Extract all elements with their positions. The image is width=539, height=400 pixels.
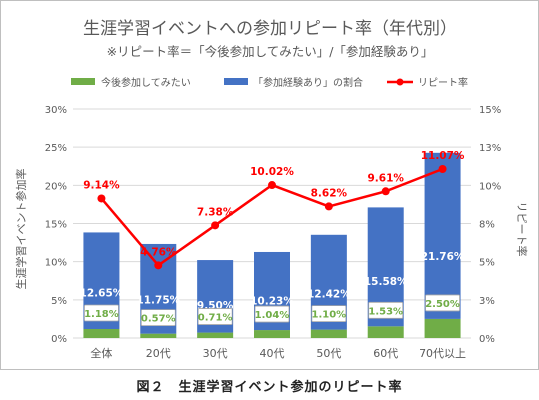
data-label-experience: 10.23% [250,295,294,307]
y2-axis-label: リピート率 [515,202,529,257]
y2-tick-label: 15% [479,105,501,116]
data-label-intent: 2.50% [425,299,460,310]
chart-title: 生涯学習イベントへの参加リピート率（年代別） [83,19,457,39]
x-tick-label: 30代 [203,347,228,360]
data-label-intent: 0.57% [141,314,176,325]
data-label-intent: 0.71% [198,313,233,324]
data-label-experience: 12.42% [307,289,351,301]
data-label-experience: 11.75% [136,295,180,307]
x-tick-label: 40代 [260,347,285,360]
data-label-intent: 1.04% [255,310,290,321]
repeat-rate-label: 4.76% [140,246,177,258]
y2-tick-label: 0% [479,334,495,345]
repeat-rate-label: 7.38% [197,206,234,218]
bar-intent [424,318,461,338]
y-tick-label: 30% [45,105,67,116]
legend-label-experience: 「参加経験あり」の割合 [253,76,363,89]
y2-tick-label: 10% [479,181,501,192]
bar-intent [310,329,347,338]
repeat-rate-point [268,181,276,190]
x-tick-label: 50代 [316,347,341,360]
bar-intent [140,333,177,338]
legend-marker-repeat [396,78,404,86]
chart: 生涯学習イベントへの参加リピート率（年代別） ※リピート率＝「今後参加してみたい… [14,19,529,360]
bar-intent [83,328,120,338]
data-label-box-intent [84,304,119,322]
y2-tick-label: 3% [479,296,495,307]
repeat-rate-label: 9.14% [83,179,120,191]
repeat-rate-label: 10.02% [250,166,294,178]
data-label-box-intent [254,305,290,323]
y-tick-label: 15% [45,220,67,231]
repeat-rate-point [97,194,106,203]
data-label-experience: 15.58% [364,276,408,288]
y-tick-label: 20% [45,181,67,192]
y-tick-label: 0% [51,334,67,345]
data-label-box-intent [197,308,233,325]
y2-tick-label: 13% [479,143,501,154]
repeat-rate-line: 9.14% 4.76% 7.38% 10.02% 8.62% 9.61% 11.07% [83,150,465,270]
repeat-rate-point [211,221,220,230]
y2-axis-ticks: 0% 3% 5% 8% 10% 13% 15% [479,105,501,345]
chart-subtitle: ※リピート率＝「今後参加してみたい」/「参加経験あり」 [107,44,434,59]
y-axis-label: 生涯学習イベント参加率 [14,169,28,290]
data-label-box-intent [368,301,404,319]
figure-caption: 図２ 生涯学習イベント参加のリピート率 [136,380,403,395]
y-tick-label: 5% [51,296,67,307]
x-axis-ticks: 全体 20代 30代 40代 50代 60代 70代以上 [90,346,466,360]
data-label-experience: 12.65% [80,287,124,299]
data-label-intent: 1.53% [368,306,403,317]
bars: 12.65%1.18%11.75%0.57%9.50%0.71%10.23%1.… [80,152,465,338]
y-tick-label: 25% [45,143,67,154]
x-tick-label: 60代 [373,347,398,360]
repeat-rate-label: 8.62% [311,187,348,199]
y-axis-ticks: 0% 5% 10% 15% 20% 25% 30% [45,105,67,345]
repeat-rate-point [438,164,447,173]
bar-intent [197,332,234,338]
data-label-experience: 21.76% [421,251,465,263]
chart-frame: 生涯学習イベントへの参加リピート率（年代別） ※リピート率＝「今後参加してみたい… [0,0,539,370]
x-tick-label: 70代以上 [419,347,466,360]
legend-swatch-experience [224,78,248,85]
y2-tick-label: 8% [479,220,495,231]
y2-tick-label: 5% [479,258,495,269]
legend-swatch-intent [71,78,95,85]
legend-label-repeat: リピート率 [418,76,468,89]
legend: 今後参加してみたい 「参加経験あり」の割合 リピート率 [71,76,468,89]
legend-label-intent: 今後参加してみたい [101,76,191,89]
repeat-rate-point [381,187,390,196]
data-label-intent: 1.18% [84,309,119,320]
repeat-rate-label: 9.61% [367,172,404,184]
data-label-intent: 1.10% [312,310,347,321]
x-tick-label: 全体 [90,346,112,360]
repeat-rate-label: 11.07% [421,150,465,162]
data-label-box-intent [140,309,176,327]
data-label-box-intent [311,305,347,323]
bar-experience [424,152,461,319]
bar-intent [254,330,290,338]
x-tick-label: 20代 [146,347,171,360]
data-label-box-intent [425,294,460,312]
y-tick-label: 10% [45,258,67,269]
bar-intent [367,326,404,338]
repeat-rate-point [324,202,333,211]
repeat-rate-point [154,261,163,270]
